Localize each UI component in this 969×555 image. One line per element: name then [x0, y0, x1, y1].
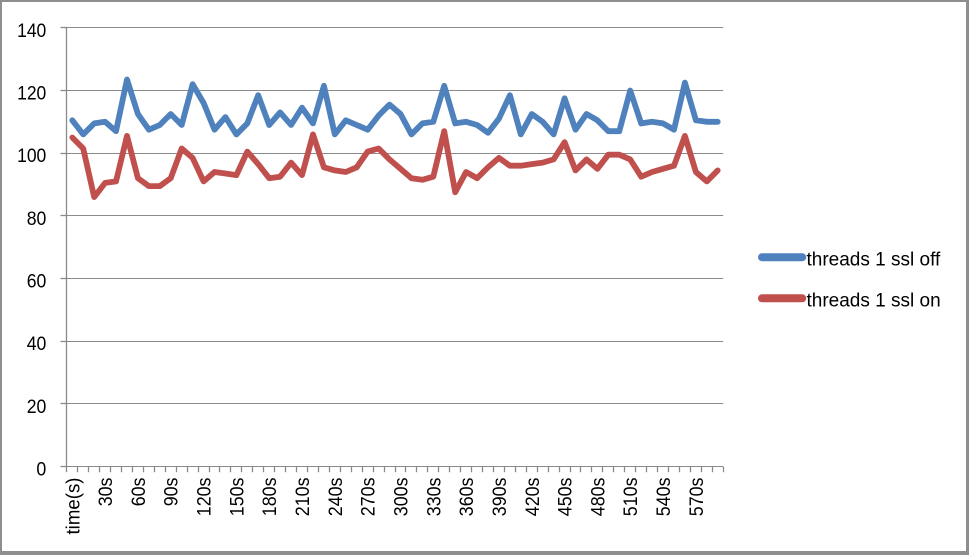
svg-text:210s: 210s — [292, 477, 314, 516]
svg-text:330s: 330s — [423, 477, 445, 516]
svg-text:100: 100 — [17, 145, 46, 167]
svg-text:180s: 180s — [259, 477, 281, 516]
svg-text:90s: 90s — [161, 477, 183, 506]
svg-text:30s: 30s — [95, 477, 117, 506]
svg-text:40: 40 — [27, 333, 47, 355]
svg-text:300s: 300s — [391, 477, 413, 516]
svg-text:140: 140 — [17, 20, 46, 42]
svg-text:570s: 570s — [686, 477, 708, 516]
svg-text:150s: 150s — [226, 477, 248, 516]
svg-text:240s: 240s — [325, 477, 347, 516]
svg-text:270s: 270s — [358, 477, 380, 516]
svg-text:120s: 120s — [194, 477, 216, 516]
svg-text:60s: 60s — [128, 477, 150, 506]
svg-text:390s: 390s — [489, 477, 511, 516]
svg-text:0: 0 — [36, 459, 46, 481]
svg-text:510s: 510s — [620, 477, 642, 516]
svg-text:80: 80 — [27, 208, 47, 230]
svg-text:60: 60 — [27, 271, 47, 293]
svg-text:480s: 480s — [587, 477, 609, 516]
svg-text:540s: 540s — [653, 477, 675, 516]
svg-text:360s: 360s — [456, 477, 478, 516]
svg-text:threads 1 ssl off: threads 1 ssl off — [807, 249, 942, 270]
svg-text:120: 120 — [17, 83, 46, 105]
svg-text:450s: 450s — [555, 477, 577, 516]
svg-text:20: 20 — [27, 396, 47, 418]
svg-text:420s: 420s — [522, 477, 544, 516]
svg-text:threads 1 ssl on: threads 1 ssl on — [807, 290, 941, 311]
svg-text:time(s): time(s) — [62, 478, 84, 535]
